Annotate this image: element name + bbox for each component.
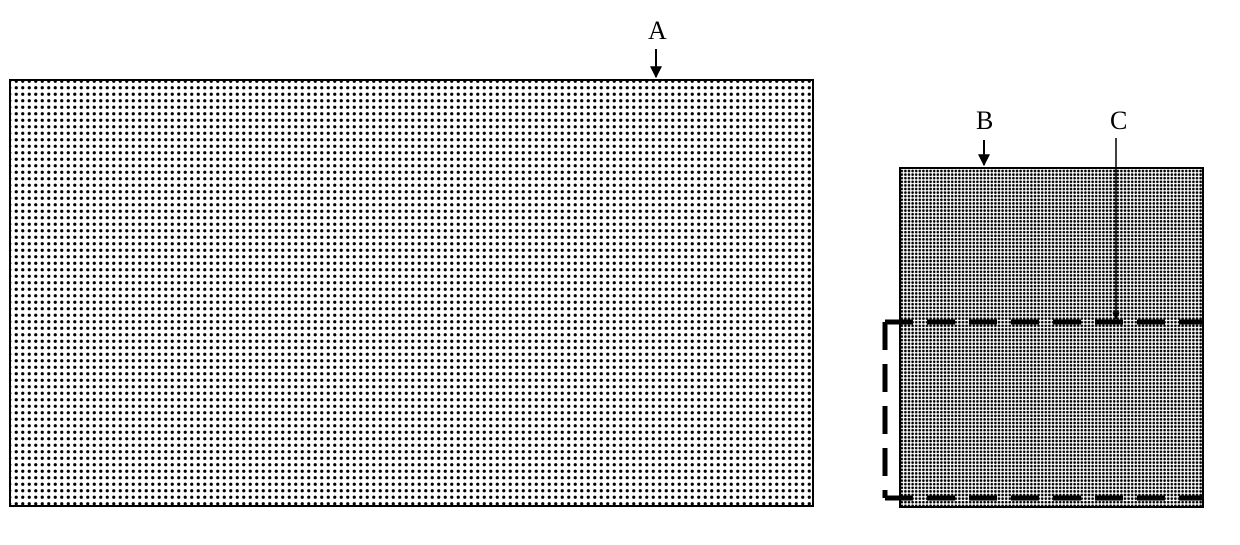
diagram-svg	[0, 0, 1240, 545]
label-A: A	[648, 18, 667, 44]
label-B: B	[976, 108, 993, 134]
label-C: C	[1110, 108, 1127, 134]
region-B	[900, 168, 1203, 507]
diagram-canvas: A B C	[0, 0, 1240, 545]
region-A	[10, 80, 813, 506]
